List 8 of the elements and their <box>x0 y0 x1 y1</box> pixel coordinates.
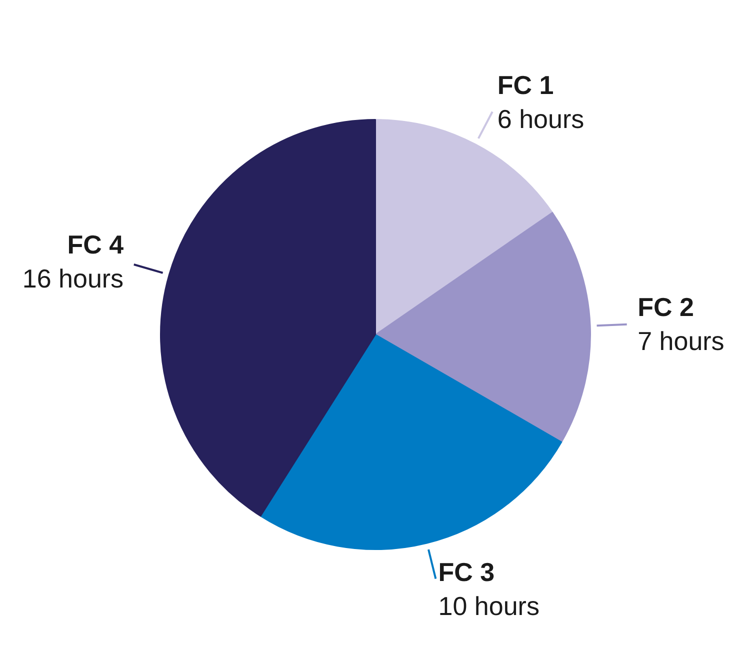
data-label: 7 hours <box>638 326 724 356</box>
slice-label: FC 4 <box>67 230 124 260</box>
data-label: 10 hours <box>438 591 540 622</box>
data-label: 16 hours <box>22 264 124 294</box>
slice-label: FC 1 <box>497 70 554 100</box>
data-label: 6 hours <box>497 104 584 134</box>
slice-label: FC 3 <box>438 557 495 588</box>
slice-label: FC 2 <box>638 292 694 322</box>
